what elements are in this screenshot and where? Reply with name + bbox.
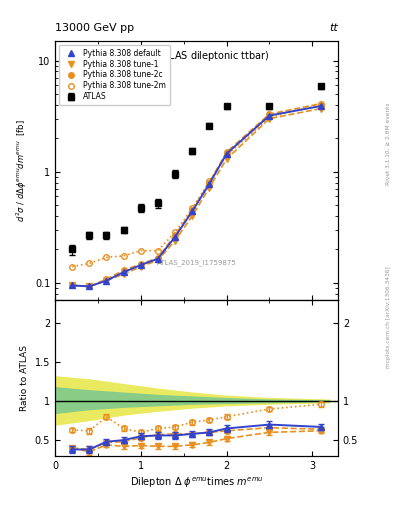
Pythia 8.308 tune-2m [207,178,212,184]
Text: 13000 GeV pp: 13000 GeV pp [55,23,134,33]
Line: Pythia 8.308 tune-2m: Pythia 8.308 tune-2m [70,102,323,269]
Pythia 8.308 tune-2c [70,282,75,288]
Pythia 8.308 tune-2m [224,153,229,159]
Pythia 8.308 tune-2c [173,232,177,238]
Text: Rivet 3.1.10, ≥ 2.8M events: Rivet 3.1.10, ≥ 2.8M events [386,102,391,185]
Pythia 8.308 tune-2m [104,254,109,261]
Pythia 8.308 tune-2m [190,205,195,211]
Line: Pythia 8.308 default: Pythia 8.308 default [70,103,323,289]
Pythia 8.308 tune-1 [104,278,109,284]
Legend: Pythia 8.308 default, Pythia 8.308 tune-1, Pythia 8.308 tune-2c, Pythia 8.308 tu: Pythia 8.308 default, Pythia 8.308 tune-… [59,45,170,105]
Pythia 8.308 default [173,233,177,240]
Pythia 8.308 tune-2m [173,229,177,236]
Pythia 8.308 tune-2m [138,248,143,254]
Pythia 8.308 tune-2m [87,260,92,266]
Pythia 8.308 tune-2c [224,149,229,155]
Y-axis label: Ratio to ATLAS: Ratio to ATLAS [20,345,29,411]
Pythia 8.308 tune-2m [156,248,160,254]
Pythia 8.308 tune-2c [267,111,272,117]
Pythia 8.308 tune-2m [70,264,75,270]
Pythia 8.308 default [156,255,160,262]
Pythia 8.308 default [190,208,195,215]
Pythia 8.308 tune-2c [138,261,143,267]
Pythia 8.308 tune-2c [207,179,212,185]
Pythia 8.308 tune-1 [207,184,212,190]
Pythia 8.308 default [224,151,229,157]
Pythia 8.308 tune-1 [87,283,92,289]
Text: mcplots.cern.ch [arXiv:1306.3436]: mcplots.cern.ch [arXiv:1306.3436] [386,267,391,368]
Y-axis label: $d^2\sigma$ / $d\Delta\phi^{emu}dm^{emu}$  [fb]: $d^2\sigma$ / $d\Delta\phi^{emu}dm^{emu}… [15,119,29,222]
Pythia 8.308 tune-1 [70,282,75,288]
Pythia 8.308 tune-2c [190,207,195,214]
Pythia 8.308 tune-2c [156,255,160,261]
Line: Pythia 8.308 tune-2c: Pythia 8.308 tune-2c [70,101,323,289]
Pythia 8.308 tune-1 [138,264,143,270]
Pythia 8.308 tune-2m [318,102,323,108]
Pythia 8.308 default [70,282,75,288]
Pythia 8.308 default [121,269,126,275]
Pythia 8.308 tune-2m [267,114,272,120]
Line: Pythia 8.308 tune-1: Pythia 8.308 tune-1 [70,106,323,289]
Pythia 8.308 tune-1 [190,213,195,219]
Pythia 8.308 tune-1 [173,238,177,244]
Pythia 8.308 tune-2m [121,253,126,259]
Pythia 8.308 tune-1 [156,257,160,263]
Pythia 8.308 tune-2c [121,267,126,273]
Pythia 8.308 default [318,103,323,109]
Text: ATLAS_2019_I1759875: ATLAS_2019_I1759875 [157,260,236,266]
Pythia 8.308 tune-1 [121,271,126,277]
Pythia 8.308 tune-1 [224,156,229,162]
Text: tt: tt [329,23,338,33]
Pythia 8.308 default [267,113,272,119]
Pythia 8.308 tune-1 [318,105,323,112]
Pythia 8.308 tune-2c [318,100,323,106]
Pythia 8.308 tune-2c [87,283,92,289]
Pythia 8.308 tune-1 [267,116,272,122]
Pythia 8.308 default [138,262,143,268]
Pythia 8.308 default [207,181,212,187]
X-axis label: Dilepton $\Delta$ $\phi^{emu}$times $m^{emu}$: Dilepton $\Delta$ $\phi^{emu}$times $m^{… [130,476,263,490]
Pythia 8.308 default [87,283,92,289]
Text: $\Delta\phi$(ll) (ATLAS dileptonic ttbar): $\Delta\phi$(ll) (ATLAS dileptonic ttbar… [123,49,270,63]
Pythia 8.308 default [104,278,109,284]
Pythia 8.308 tune-2c [104,276,109,282]
